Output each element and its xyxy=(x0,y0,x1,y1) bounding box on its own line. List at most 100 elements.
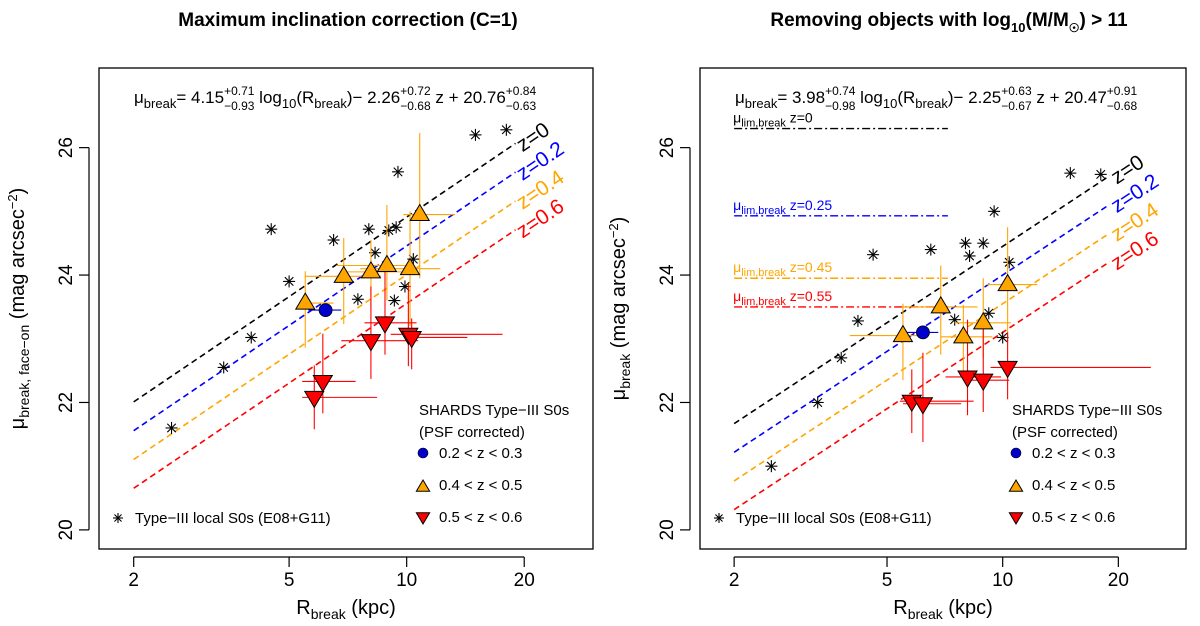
local-s0-point xyxy=(948,313,961,326)
local-s0-point xyxy=(245,331,258,344)
legend-mid-marker xyxy=(415,479,431,492)
local-s0-point xyxy=(351,293,364,306)
legend-high-label: 0.5 < z < 0.6 xyxy=(439,509,522,526)
lim-z: z=0.25 xyxy=(786,197,833,213)
star-stroke xyxy=(166,423,177,433)
local-s0-point xyxy=(963,249,976,262)
title-text: Removing objects with log xyxy=(770,10,1011,31)
star-stroke xyxy=(393,167,403,177)
plot-frame xyxy=(699,67,1187,550)
x-tick-label: 20 xyxy=(1108,570,1129,591)
eq-c3: 20.76 xyxy=(463,88,506,107)
fit-line-z0.4 xyxy=(133,200,516,461)
star-stroke xyxy=(328,235,339,245)
star-stroke xyxy=(114,514,122,522)
ylabel-unit: (mag arcsec xyxy=(608,238,630,354)
shards-high-point xyxy=(972,373,994,392)
eq-r-sub: break xyxy=(915,96,948,111)
legend-low-label: 0.2 < z < 0.3 xyxy=(1032,445,1115,462)
eq-c2: − 2.25 xyxy=(954,88,1002,107)
lim-mu: μ xyxy=(733,259,741,275)
xlabel-main: R xyxy=(296,597,310,619)
eq-log: log xyxy=(254,88,281,107)
eq-r: (R xyxy=(296,88,314,107)
legend-low-label: 0.2 < z < 0.3 xyxy=(439,445,522,462)
title-text-b: (M/M xyxy=(1026,10,1069,31)
eq-r-sub: break xyxy=(314,96,347,111)
local-s0-point xyxy=(811,396,824,409)
star-stroke xyxy=(353,294,363,304)
local-s0-point xyxy=(165,421,178,434)
x-tick-label: 2 xyxy=(729,570,740,591)
legend-subtitle: (PSF corrected) xyxy=(419,424,525,441)
local-s0-point xyxy=(283,275,296,288)
eq-c2-dn: −0.67 xyxy=(1001,99,1032,113)
x-axis-label: Rbreak (kpc) xyxy=(296,597,395,622)
shards-mid-point xyxy=(376,254,398,272)
eq-c2-dn: −0.68 xyxy=(400,99,431,113)
eq-c3-up: +0.84 xyxy=(506,84,537,98)
star-stroke xyxy=(1065,168,1075,178)
shards-high-point xyxy=(312,374,334,393)
legend-local-marker xyxy=(113,513,123,523)
eq-c1-up: +0.71 xyxy=(224,84,255,98)
star-stroke xyxy=(998,332,1008,343)
local-s0-point xyxy=(988,205,1001,218)
eq-r-close: ) xyxy=(948,88,954,107)
local-s0-point xyxy=(1094,168,1107,181)
local-s0-point xyxy=(996,331,1009,344)
ylabel-sup: −2 xyxy=(5,194,20,209)
shards-mid-point xyxy=(892,324,914,343)
local-s0-point xyxy=(388,294,401,307)
shards-high-point xyxy=(957,370,978,388)
shards-low-point xyxy=(916,325,930,340)
y-tick-label: 26 xyxy=(657,137,678,158)
eq-c1-dn: −0.93 xyxy=(224,99,255,113)
lim-sub: lim,break xyxy=(741,296,786,308)
local-s0-point xyxy=(265,223,278,236)
star-stroke xyxy=(266,224,276,234)
shards-high-point xyxy=(374,316,396,334)
lim-line-label: μlim,break z=0.45 xyxy=(733,259,832,279)
xlabel-sub: break xyxy=(311,606,347,622)
lim-line-label: μlim,break z=0.55 xyxy=(733,288,832,308)
star-stroke xyxy=(950,315,960,325)
legend-high-label: 0.5 < z < 0.6 xyxy=(1032,509,1115,526)
lim-z: z=0.45 xyxy=(786,259,833,275)
y-axis-label: μbreak, face−on (mag arcsec−2) xyxy=(5,188,32,430)
x-tick-label: 10 xyxy=(396,570,417,591)
ylabel-main: μ xyxy=(7,418,29,430)
local-s0-point xyxy=(1003,256,1016,269)
plot-frame xyxy=(98,67,594,550)
shards-mid-point xyxy=(997,273,1018,292)
y-tick-label: 24 xyxy=(56,264,77,286)
fit-line-z0.2 xyxy=(133,171,516,432)
lim-sub: lim,break xyxy=(741,267,786,279)
star-stroke xyxy=(813,397,823,408)
star-stroke xyxy=(926,244,936,255)
shards-mid-point xyxy=(294,292,316,310)
ylabel-main: μ xyxy=(608,389,630,401)
legend-high-marker xyxy=(1008,512,1024,525)
legend-mid-label: 0.4 < z < 0.5 xyxy=(439,477,522,494)
eq-c1: 4.15 xyxy=(186,88,224,107)
eq-lhs-sub: break xyxy=(144,96,177,111)
eq-c1-dn: −0.98 xyxy=(825,99,856,113)
x-tick-label: 5 xyxy=(882,570,893,591)
xlabel-main: R xyxy=(893,597,907,619)
shards-mid-point xyxy=(972,311,994,330)
panel-left: Maximum inclination correction (C=1) 2 5 10… xyxy=(5,10,594,622)
eq-log-sub: 10 xyxy=(282,96,296,111)
y-axis-label: μbreak (mag arcsec−2) xyxy=(606,217,633,401)
y-tick-label: 24 xyxy=(657,264,678,286)
star-stroke xyxy=(1096,169,1106,180)
local-s0-point xyxy=(977,237,990,250)
legend-low-marker xyxy=(417,447,429,459)
eq-c3-up: +0.91 xyxy=(1107,84,1138,98)
local-s0-point xyxy=(362,223,375,236)
shards-low-point xyxy=(318,303,333,317)
legend-high-marker xyxy=(415,512,431,525)
lim-mu: μ xyxy=(733,110,741,126)
xlabel-unit: (kpc) xyxy=(346,597,396,619)
eq-z: z + xyxy=(1032,88,1065,107)
